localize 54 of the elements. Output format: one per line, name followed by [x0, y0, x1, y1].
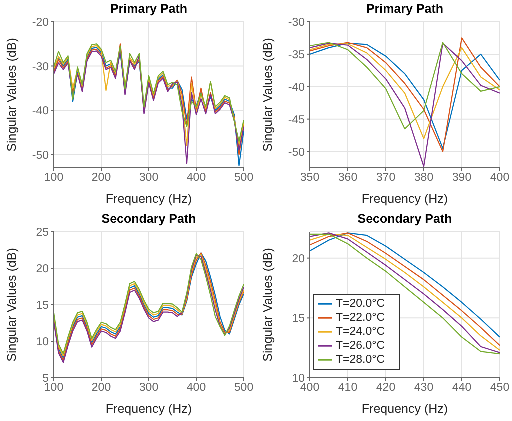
x-tick-label: 500	[234, 172, 254, 184]
x-axis-title: Frequency (Hz)	[106, 192, 192, 206]
x-tick-label: 400	[300, 382, 320, 394]
y-tick-label: 15	[292, 313, 305, 326]
x-tick-label: 440	[452, 382, 472, 394]
x-tick-label: 300	[139, 382, 159, 394]
x-tick-label: 430	[414, 382, 434, 394]
chart-title: Primary Path	[109, 1, 189, 18]
y-tick-label: 25	[36, 227, 49, 240]
legend-label: T=20.0°C	[336, 298, 386, 310]
legend-label: T=26.0°C	[336, 340, 386, 352]
y-axis-title: Singular Values (dB)	[261, 248, 275, 362]
y-tick-label: -30	[32, 61, 49, 74]
chart-title: Secondary Path	[100, 211, 198, 228]
x-tick-label: 300	[139, 172, 159, 184]
y-tick-label: -50	[32, 150, 49, 162]
x-tick-label: 400	[490, 172, 510, 184]
x-tick-label: 380	[414, 172, 434, 184]
y-tick-label: -20	[32, 17, 49, 30]
x-tick-label: 400	[186, 172, 206, 184]
legend-label: T=24.0°C	[336, 326, 386, 338]
x-tick-label: 200	[92, 382, 112, 394]
x-tick-label: 500	[234, 382, 254, 394]
y-tick-label: -30	[288, 17, 305, 30]
y-tick-label: -35	[288, 50, 305, 62]
x-tick-label: 100	[44, 172, 64, 184]
x-axis-title: Frequency (Hz)	[362, 192, 448, 206]
y-tick-label: -45	[288, 114, 305, 126]
y-tick-label: 20	[36, 264, 49, 276]
x-axis-title: Frequency (Hz)	[362, 402, 448, 416]
x-tick-label: 100	[44, 382, 64, 394]
x-tick-label: 370	[376, 172, 396, 184]
x-tick-label: 390	[452, 172, 472, 184]
y-tick-label: -40	[32, 106, 49, 118]
x-tick-label: 200	[92, 172, 112, 184]
x-tick-label: 400	[186, 382, 206, 394]
y-axis-title: Singular Values (dB)	[5, 38, 19, 152]
y-axis-title: Singular Values (dB)	[5, 248, 19, 362]
legend-label: T=22.0°C	[336, 312, 386, 324]
y-axis-title: Singular Values (dB)	[261, 38, 275, 152]
legend-label: T=28.0°C	[336, 354, 386, 366]
x-tick-label: 350	[300, 172, 320, 184]
x-tick-label: 360	[338, 172, 358, 184]
x-tick-label: 410	[338, 382, 358, 394]
y-tick-label: 20	[292, 253, 305, 266]
y-tick-label: -50	[288, 146, 305, 159]
x-tick-label: 420	[376, 382, 396, 394]
y-tick-label: 10	[36, 336, 49, 349]
y-tick-label: -40	[288, 82, 305, 94]
chart-title: Secondary Path	[356, 211, 454, 228]
chart-title: Primary Path	[365, 1, 445, 18]
x-tick-label: 450	[490, 382, 510, 394]
y-tick-label: 15	[36, 300, 49, 312]
x-axis-title: Frequency (Hz)	[106, 402, 192, 416]
